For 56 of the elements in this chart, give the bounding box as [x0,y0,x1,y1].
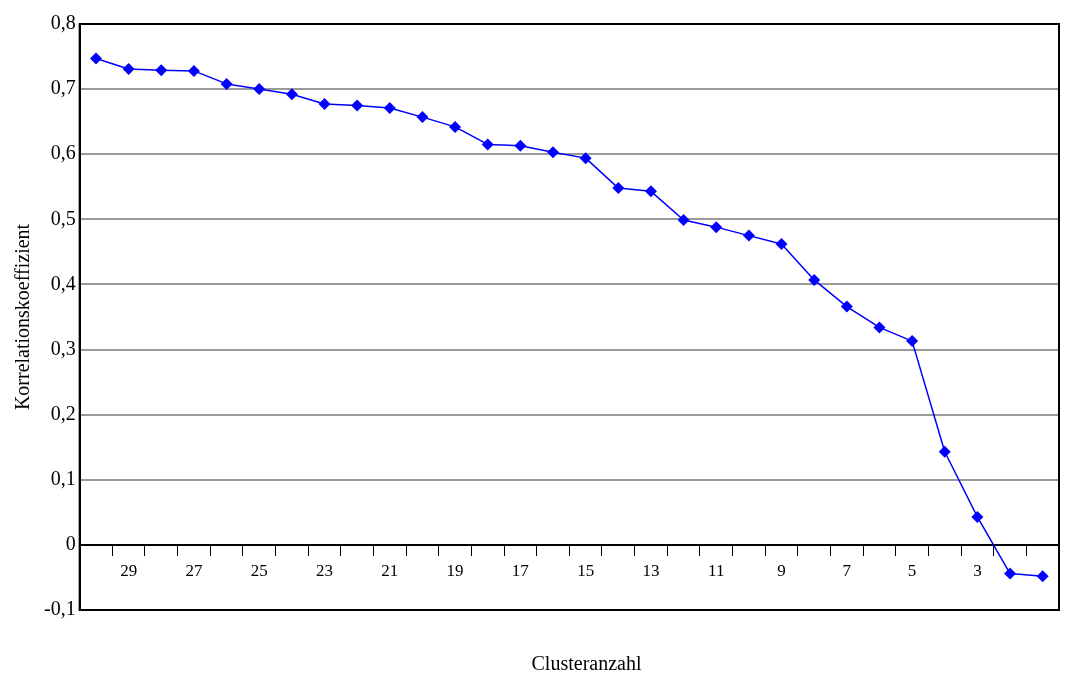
y-tick-label: 0,3 [50,336,76,359]
point [742,229,755,242]
point [906,335,919,348]
point [579,152,592,165]
x-tick-label: 7 [842,560,852,580]
x-tick-label: 3 [973,560,982,580]
x-tick-label: 29 [120,560,138,580]
point [449,120,462,133]
point [253,83,266,96]
point [318,98,331,111]
point [775,238,788,251]
x-tick-label: 27 [185,560,203,580]
point [840,300,853,313]
point [481,138,494,151]
point [644,185,657,198]
point [187,64,200,77]
point [122,62,135,75]
point [677,213,690,226]
x-tick-label: 11 [708,560,725,580]
point [1036,570,1049,583]
point [547,146,560,159]
y-tick-label: -0,1 [43,597,76,620]
point [285,88,298,101]
y-tick-label: 0,5 [50,206,76,229]
point [514,139,527,152]
y-tick-label: 0,2 [50,401,76,424]
point [220,77,233,90]
y-tick-label: 0,1 [50,467,76,490]
point [808,273,821,286]
x-tick-label: 25 [250,560,268,580]
y-tick-label: 0,6 [50,141,76,164]
point [351,99,364,112]
point [938,445,951,458]
point [710,221,723,234]
point [1004,567,1017,580]
x-tick-label: 9 [777,560,786,580]
x-tick-label: 15 [577,560,595,580]
y-tick-label: 0 [65,532,76,555]
point [612,182,625,195]
x-tick-label: 21 [381,560,399,580]
x-tick-label: 19 [446,560,464,580]
x-tick-label: 5 [907,560,917,580]
point [416,111,429,124]
y-tick-label: 0,4 [50,271,76,294]
point [155,64,168,77]
point [383,101,396,114]
x-axis-title: Clusteranzahl [530,652,643,675]
point [971,510,984,523]
point [873,321,886,334]
x-tick-label: 23 [316,560,333,580]
y-tick-label: 0,7 [50,76,76,99]
y-axis-title: Korrelationskoeffizient [11,223,34,411]
x-tick-label: 13 [642,560,660,580]
x-tick-label: 17 [511,560,530,580]
point [89,52,102,65]
y-tick-label: 0,8 [50,11,76,34]
